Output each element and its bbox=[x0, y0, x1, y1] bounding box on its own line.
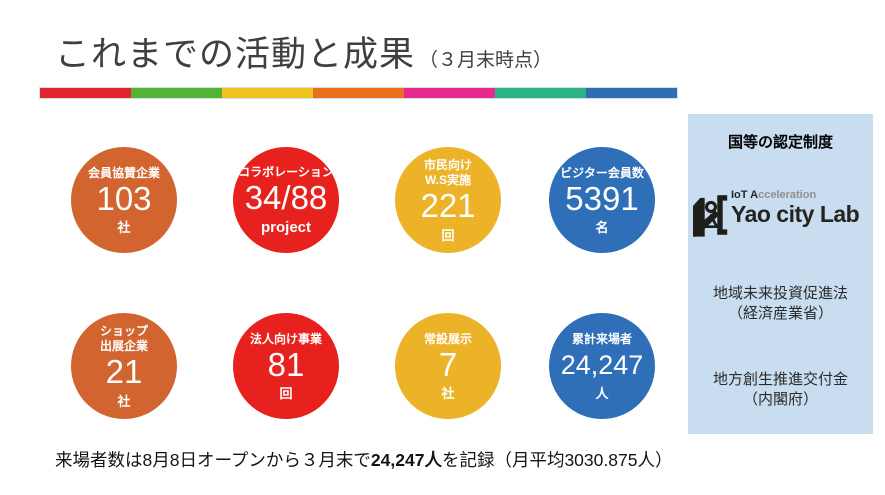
stat-unit: 社 bbox=[441, 386, 455, 402]
yao-city-lab-logo-icon bbox=[693, 195, 728, 237]
stat-unit: 回 bbox=[279, 386, 293, 402]
stat-value: 21 bbox=[105, 353, 143, 391]
logo-name: Yao city Lab bbox=[731, 201, 860, 227]
stat-circle-visitor-members: ビジター会員数 5391 名 bbox=[549, 147, 655, 253]
stat-label: 累計来場者 bbox=[571, 331, 632, 346]
stat-unit: project bbox=[260, 219, 311, 237]
page-title: これまでの活動と成果 （３月末時点） bbox=[55, 26, 695, 77]
stat-label: ビジター会員数 bbox=[560, 165, 644, 180]
sidebar-panel: 国等の認定制度 IoT Acceleration Yao city Lab 地域… bbox=[688, 114, 873, 434]
yao-city-lab-logo: IoT Acceleration Yao city Lab bbox=[693, 190, 860, 238]
sidebar-title: 国等の認定制度 bbox=[727, 134, 833, 151]
stat-unit: 名 bbox=[595, 220, 609, 236]
divider-segment-blue bbox=[586, 88, 677, 98]
page-title-suffix: （３月末時点） bbox=[419, 50, 553, 71]
certification-regional-revitalization: 地方創生推進交付金 （内閣府） bbox=[712, 371, 848, 409]
stat-value: 5391 bbox=[565, 179, 639, 217]
logo-brand-line: IoT Acceleration bbox=[731, 190, 859, 201]
divider-segment-yellow bbox=[222, 88, 313, 98]
stat-circle-shop-exhibitors: ショップ 出展企業 21 社 bbox=[71, 313, 177, 419]
page-title-main: これまでの活動と成果 bbox=[55, 35, 416, 74]
stat-value: 24,247 bbox=[560, 349, 644, 380]
stat-label: 会員協賛企業 bbox=[87, 165, 160, 180]
stat-value: 34/88 bbox=[244, 178, 328, 216]
certification-regional-investment: 地域未来投資促進法 （経済産業省） bbox=[712, 285, 848, 323]
stat-label: 常設展示 bbox=[423, 331, 472, 346]
logo-brand-dark: IoT A bbox=[731, 189, 759, 201]
stat-circle-citizen-workshops: 市民向け W.S実施 221 回 bbox=[395, 147, 501, 253]
divider-segment-green bbox=[131, 88, 222, 98]
stat-unit: 回 bbox=[441, 227, 455, 243]
footer-note-post: を記録（月平均3030.875人） bbox=[441, 450, 673, 470]
stat-label: コラボレーション bbox=[238, 164, 334, 179]
stat-unit: 社 bbox=[117, 393, 131, 409]
stat-value: 81 bbox=[267, 345, 305, 383]
divider-segment-teal bbox=[495, 88, 586, 98]
divider-segment-magenta bbox=[404, 88, 495, 98]
divider-segment-red bbox=[40, 88, 131, 98]
yao-city-lab-logo-text: IoT Acceleration Yao city Lab bbox=[731, 190, 860, 227]
footer-note-pre: 来場者数は8月8日オープンから３月末で bbox=[55, 450, 371, 470]
stat-circle-member-companies: 会員協賛企業 103 社 bbox=[71, 147, 177, 253]
stat-label: 市民向け W.S実施 bbox=[423, 158, 472, 188]
stat-circle-permanent-exhibits: 常設展示 7 社 bbox=[395, 313, 501, 419]
stat-value: 221 bbox=[420, 187, 476, 225]
logo-brand-gray: cceleration bbox=[758, 189, 817, 201]
divider-segment-orange bbox=[313, 88, 404, 98]
footer-note-highlight: 24,247人 bbox=[370, 450, 442, 470]
stat-label: ショップ 出展企業 bbox=[99, 324, 148, 354]
sdg-divider bbox=[39, 87, 678, 99]
stat-value: 7 bbox=[438, 345, 458, 383]
stat-circle-total-visitors: 累計来場者 24,247 人 bbox=[549, 313, 655, 419]
stat-unit: 人 bbox=[595, 386, 609, 402]
footer-note: 来場者数は8月8日オープンから３月末で24,247人を記録（月平均3030.87… bbox=[55, 447, 755, 472]
stat-circle-corporate-programs: 法人向け事業 81 回 bbox=[233, 313, 339, 419]
stat-value: 103 bbox=[96, 179, 152, 217]
stat-label: 法人向け事業 bbox=[249, 331, 322, 346]
stat-unit: 社 bbox=[117, 220, 131, 236]
stat-circle-collaboration: コラボレーション 34/88 project bbox=[233, 147, 339, 253]
